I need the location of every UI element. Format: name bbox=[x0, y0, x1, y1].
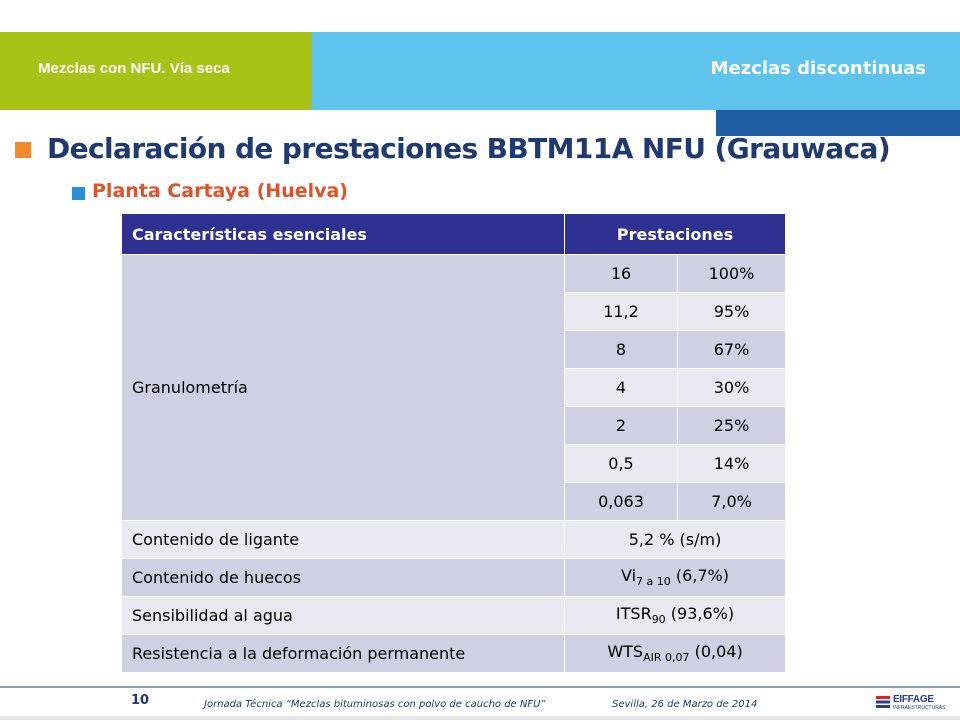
ligante-value: 5,2 % (s/m) bbox=[563, 520, 787, 559]
table-row: 0,063 7,0% bbox=[122, 482, 787, 521]
pass-cell: 14% bbox=[676, 444, 787, 483]
table-header-row: Características esenciales Prestaciones bbox=[121, 213, 787, 255]
header-accent-bar bbox=[716, 110, 960, 136]
header-band-blue bbox=[312, 32, 960, 110]
agua-value-rest: (93,6%) bbox=[665, 604, 735, 624]
orange-bullet-icon bbox=[15, 142, 31, 158]
pass-cell: 25% bbox=[676, 406, 787, 445]
performance-table: Características esenciales Prestaciones … bbox=[121, 213, 787, 673]
blue-bullet-icon bbox=[72, 187, 85, 200]
table-row: Contenido de huecos Vi7 a 10 (6,7%) bbox=[121, 558, 787, 597]
logo-subtext: INFRAESTRUCTURAS bbox=[893, 705, 946, 711]
granulometria-label: Granulometría bbox=[121, 254, 565, 521]
sieve-cell: 0,063 bbox=[564, 482, 678, 521]
table-row: 11,2 95% bbox=[122, 292, 787, 331]
huecos-value-rest: (6,7%) bbox=[670, 566, 729, 586]
pass-cell: 100% bbox=[676, 254, 787, 293]
agua-value: ITSR90 (93,6%) bbox=[563, 596, 787, 635]
pass-cell: 7,0% bbox=[676, 482, 787, 521]
footer-date: Sevilla, 26 de Marzo de 2014 bbox=[612, 699, 758, 710]
pass-cell: 95% bbox=[676, 292, 787, 331]
huecos-value: Vi7 a 10 (6,7%) bbox=[563, 558, 787, 597]
header-characteristics: Características esenciales bbox=[121, 213, 565, 255]
agua-value-main: ITSR bbox=[615, 604, 652, 624]
deformacion-label: Resistencia a la deformación permanente bbox=[121, 634, 565, 673]
table-row: Contenido de ligante 5,2 % (s/m) bbox=[121, 520, 787, 559]
deformacion-value-rest: (0,04) bbox=[689, 642, 743, 662]
table-row: Granulometría 16 100% bbox=[121, 254, 787, 521]
slide-subtitle: Planta Cartaya (Huelva) bbox=[92, 180, 348, 202]
footer-divider bbox=[0, 686, 960, 688]
sieve-cell: 0,5 bbox=[564, 444, 678, 483]
table-row: 4 30% bbox=[122, 368, 787, 407]
deformacion-value: WTSAIR 0,07 (0,04) bbox=[563, 634, 787, 673]
deformacion-value-main: WTS bbox=[607, 642, 644, 662]
sieve-cell: 4 bbox=[564, 368, 678, 407]
header-performance: Prestaciones bbox=[563, 213, 787, 255]
table-row: 8 67% bbox=[122, 330, 787, 369]
logo-text: EIFFAGE bbox=[893, 694, 934, 705]
eiffage-logo-icon bbox=[876, 696, 890, 708]
deformacion-value-sub: AIR 0,07 bbox=[643, 651, 690, 665]
table-row: Sensibilidad al agua ITSR90 (93,6%) bbox=[121, 596, 787, 635]
sieve-cell: 11,2 bbox=[564, 292, 678, 331]
slide-title: Declaración de prestaciones BBTM11A NFU … bbox=[47, 132, 891, 165]
pass-cell: 67% bbox=[676, 330, 787, 369]
eiffage-logo: EIFFAGE INFRAESTRUCTURAS bbox=[876, 693, 946, 715]
bottom-shade bbox=[0, 716, 960, 720]
section-label-right: Mezclas discontinuas bbox=[710, 58, 926, 79]
agua-label: Sensibilidad al agua bbox=[121, 596, 565, 635]
ligante-label: Contenido de ligante bbox=[121, 520, 565, 559]
page-number: 10 bbox=[131, 693, 150, 708]
footer-event: Jornada Técnica “Mezclas bituminosas con… bbox=[204, 699, 546, 710]
agua-value-sub: 90 bbox=[651, 613, 666, 627]
table-row: Resistencia a la deformación permanente … bbox=[121, 634, 787, 673]
pass-cell: 30% bbox=[676, 368, 787, 407]
huecos-value-sub: 7 a 10 bbox=[636, 575, 671, 589]
huecos-value-main: Vi bbox=[621, 566, 637, 586]
huecos-label: Contenido de huecos bbox=[121, 558, 565, 597]
section-label-left: Mezclas con NFU. Vía seca bbox=[38, 60, 230, 77]
sieve-cell: 8 bbox=[564, 330, 678, 369]
table-row: 2 25% bbox=[122, 406, 787, 445]
table-row: 0,5 14% bbox=[122, 444, 787, 483]
sieve-cell: 2 bbox=[564, 406, 678, 445]
header-band-green bbox=[0, 32, 312, 110]
sieve-cell: 16 bbox=[564, 254, 678, 293]
